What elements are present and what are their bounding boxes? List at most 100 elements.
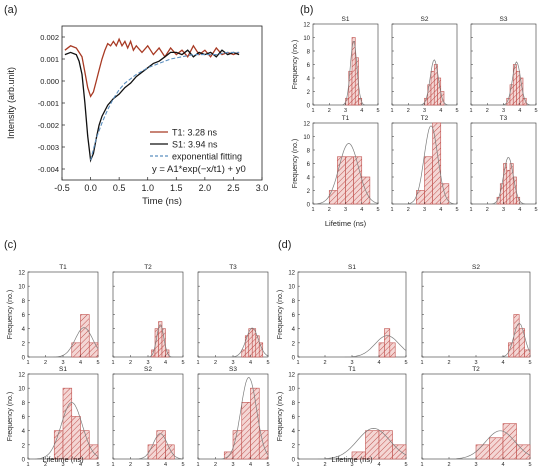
x-tick-label: 4 [377,360,380,366]
x-tick-label: 2 [44,360,47,366]
x-tick-label: 1 [26,360,29,366]
x-tick-label: 4 [439,108,442,114]
x-tick-label: 1 [469,108,472,114]
x-tick-label: 5 [96,462,99,468]
x-tick-label: 4 [439,207,442,213]
x-tick-label: 4 [501,462,504,468]
x-tick-label: 2 [129,360,132,366]
x-tick-label: 1 [311,108,314,114]
y-tick-label: 6 [22,313,26,319]
histogram-bar [165,444,175,460]
y-tick-label: 0 [292,458,296,464]
panel-label-d: (d) [278,239,291,251]
normal-fit-curve [449,430,531,460]
x-axis-label: Lifetime (ns) [42,455,84,464]
x-tick-label: 5 [376,108,379,114]
histogram-bar [518,328,525,358]
x-tick-label: 4 [360,207,363,213]
subplot-title: S2 [472,264,480,271]
normal-fit-curve [221,377,269,460]
normal-fit-curve [315,143,379,205]
x-tick-label: 4 [377,462,380,468]
y-tick-label: 2 [307,189,311,195]
y-axis-label: Frequency (no.) [292,40,299,89]
y-tick-label: 6 [22,415,26,421]
subplot-title: T2 [144,264,152,271]
y-tick-label: 2 [307,90,311,96]
histogram-bar [337,156,346,205]
x-tick-label: 3 [61,462,64,468]
y-tick-label: -0.002 [38,121,59,130]
y-tick-label: -0.004 [38,165,59,174]
x-tick-label: 3 [61,360,64,366]
subplot-title: T3 [500,115,508,122]
histogram-bar [151,349,156,358]
histogram-bar [509,163,514,205]
x-tick-label: 3 [146,462,149,468]
x-tick-label: 5 [528,360,531,366]
y-tick-label: 10 [288,285,295,291]
normal-fit-curve [53,327,99,358]
x-tick-label: 2 [129,462,132,468]
subplot-title: T2 [421,115,429,122]
histogram-bar [516,70,521,106]
legend-label: S1: 3.94 ns [172,140,218,150]
histogram-bar [503,163,508,205]
x-tick-label: 5 [534,108,537,114]
x-tick-label: 2 [214,462,217,468]
x-tick-label: 5 [404,360,407,366]
y-tick-label: 2 [292,341,296,347]
x-tick-label: 2 [328,108,331,114]
x-tick-label: 3.0 [256,183,269,193]
y-tick-label: 0.002 [40,33,59,42]
histogram-bar [71,342,81,358]
x-tick-label: 2 [407,108,410,114]
y-tick-label: 8 [22,299,26,305]
histogram-bar [165,349,170,358]
histogram-bar [424,156,433,205]
x-tick-label: 3 [502,207,505,213]
normal-fit-curve [407,125,455,205]
x-tick-label: 4 [518,108,521,114]
normal-fit-curve [344,335,407,358]
y-axis-label: Intensity (arb.unit) [6,67,16,139]
x-tick-label: 0.0 [84,183,97,193]
x-tick-label: 5 [534,207,537,213]
subplot-title: S3 [229,366,237,373]
x-axis-label: Time (ns) [142,196,182,207]
y-tick-label: 12 [18,373,25,379]
histogram-bar [378,342,385,358]
histogram-bar [71,416,81,460]
histogram-bar [384,328,391,358]
y-tick-label: 4 [292,429,296,435]
x-tick-label: 1.0 [141,183,154,193]
subplot-title: S2 [421,16,429,23]
y-tick-label: 12 [303,23,310,29]
x-tick-label: 2 [447,360,450,366]
y-tick-label: 0 [307,203,311,209]
histogram-bar [241,402,251,460]
x-tick-label: 5 [376,207,379,213]
x-tick-label: 3 [344,207,347,213]
normal-fit-curve [501,322,531,358]
subplot-title: T1 [348,366,356,373]
x-tick-label: 3 [474,360,477,366]
y-tick-label: 0.001 [40,55,59,64]
x-tick-label: 5 [404,462,407,468]
y-tick-label: 2 [22,443,26,449]
x-tick-label: 1 [26,462,29,468]
legend-label: exponential fitting [172,152,242,162]
x-tick-label: 4 [164,360,167,366]
x-tick-label: 2 [486,207,489,213]
subplot-title: S1 [342,16,350,23]
x-tick-label: 1 [196,462,199,468]
y-axis-label: Frequency (no.) [7,392,14,441]
histogram-bar [506,169,511,205]
y-tick-label: 0 [22,458,26,464]
x-tick-label: 1 [311,207,314,213]
x-tick-label: 1 [296,360,299,366]
histogram-bar [80,314,90,358]
histogram-bar [516,444,531,460]
panel-label-a: (a) [4,4,17,16]
histogram-bar [502,423,517,460]
